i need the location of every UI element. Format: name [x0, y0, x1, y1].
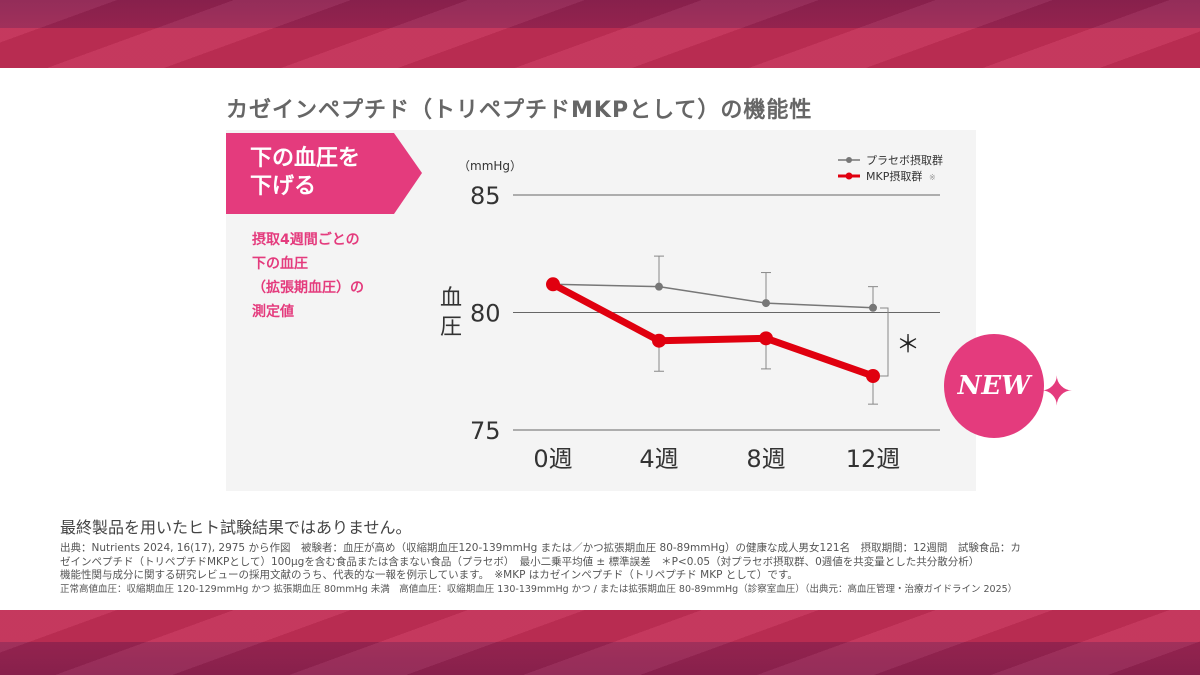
x-tick-label: 0週	[533, 445, 572, 473]
page-title: カゼインペプチド（トリペプチドMKPとして）の機能性	[226, 98, 813, 123]
mkp-point	[652, 333, 666, 348]
placebo-line	[552, 283, 874, 309]
description-line: （拡張期血圧）の	[252, 280, 364, 296]
new-badge: NEW	[944, 334, 1044, 438]
headline-line1: 下の血圧を	[250, 146, 361, 171]
footnote-line: ゼインペプチド（トリペプチドMKPとして）100μgを含む食品または含まない食品…	[60, 555, 980, 568]
x-tick-label: 4週	[639, 445, 678, 473]
headline-tag: 下の血圧を 下げる	[226, 133, 422, 214]
y-tick-label: 85	[470, 182, 501, 210]
legend-mkp-label: MKP摂取群	[866, 169, 922, 183]
placebo-point	[869, 303, 877, 312]
y-axis-label-1: 血	[440, 286, 462, 311]
bottom-decorative-band	[0, 610, 1200, 675]
chart-description: 摂取4週間ごとの 下の血圧 （拡張期血圧）の 測定値	[252, 228, 364, 324]
y-axis-label-2: 圧	[440, 315, 462, 340]
legend-placebo-marker	[846, 157, 852, 163]
sparkle-icon: ✦	[1040, 369, 1074, 415]
description-line: 測定値	[252, 304, 294, 320]
legend-placebo-label: プラセボ摂取群	[866, 153, 943, 167]
legend-mkp-marker	[845, 172, 853, 180]
mkp-point	[759, 331, 773, 346]
disclaimer: 最終製品を用いたヒト試験結果ではありません。	[60, 518, 412, 537]
mkp-point	[546, 277, 560, 292]
x-tick-label: 8週	[746, 445, 785, 473]
footnotes: 出典：Nutrients 2024, 16(17), 2975 から作図 被験者…	[60, 542, 1021, 596]
significance-mark: ＊	[896, 330, 920, 358]
x-tick-label: 12週	[846, 445, 901, 473]
headline-line2: 下げる	[250, 174, 317, 199]
significance-bracket	[880, 307, 889, 377]
description-line: 下の血圧	[252, 256, 308, 272]
mkp-line	[551, 281, 875, 380]
placebo-point	[762, 299, 770, 308]
mkp-point	[866, 368, 880, 383]
top-decorative-band	[0, 0, 1200, 68]
y-tick-label: 75	[470, 417, 501, 445]
legend: プラセボ摂取群 MKP摂取群 ※	[838, 153, 943, 183]
unit-label: （mmHg）	[458, 159, 522, 173]
description-line: 摂取4週間ごとの	[252, 232, 360, 248]
y-tick-label: 80	[470, 300, 501, 328]
placebo-point	[655, 282, 663, 291]
footnote-line: 機能性関与成分に関する研究レビューの採用文献のうち、代表的な一報を例示しています…	[60, 569, 798, 581]
footnote-line: 正常高値血圧：収縮期血圧 120-129mmHg かつ 拡張期血圧 80mmHg…	[60, 583, 1018, 595]
legend-mkp-note: ※	[929, 173, 936, 182]
footnote-line: 出典：Nutrients 2024, 16(17), 2975 から作図 被験者…	[60, 542, 1021, 554]
